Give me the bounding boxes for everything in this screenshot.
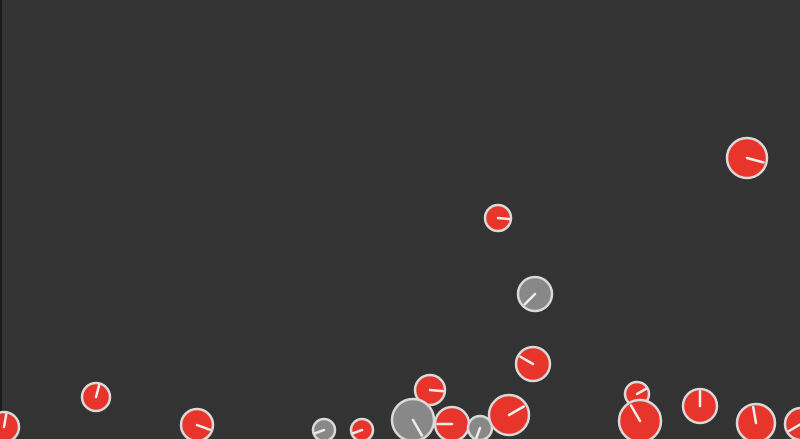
ball-rotation-indicator xyxy=(496,216,511,221)
red-ball xyxy=(783,406,800,439)
ball-rotation-indicator xyxy=(507,405,525,417)
red-ball xyxy=(483,203,513,233)
ball-body xyxy=(783,406,800,439)
red-ball xyxy=(349,417,375,439)
red-ball xyxy=(413,373,447,407)
red-ball xyxy=(179,407,215,439)
red-ball xyxy=(0,410,21,439)
red-ball xyxy=(725,136,769,180)
gray-ball xyxy=(516,275,554,313)
ball-rotation-indicator xyxy=(428,388,444,393)
ball-rotation-indicator xyxy=(351,428,364,435)
ball-rotation-indicator xyxy=(635,387,648,396)
red-ball xyxy=(514,345,552,383)
ball-rotation-indicator xyxy=(94,384,101,399)
ball-rotation-indicator xyxy=(195,423,212,431)
ball-rotation-indicator xyxy=(411,418,424,437)
ball-rotation-indicator xyxy=(787,423,800,433)
red-ball xyxy=(735,402,777,439)
red-ball xyxy=(487,393,531,437)
red-ball xyxy=(617,398,663,439)
ball-rotation-indicator xyxy=(475,426,482,439)
canvas-left-border xyxy=(0,0,2,439)
ball-rotation-indicator xyxy=(751,405,758,425)
ball-rotation-indicator xyxy=(745,156,765,164)
red-ball xyxy=(681,387,719,425)
ball-body xyxy=(0,410,21,439)
ball-rotation-indicator xyxy=(523,292,537,306)
gray-ball xyxy=(466,414,494,439)
ball-rotation-indicator xyxy=(2,413,8,429)
red-ball xyxy=(433,405,471,439)
red-ball xyxy=(80,381,112,413)
ball-rotation-indicator xyxy=(519,355,535,366)
ball-rotation-indicator xyxy=(629,404,642,423)
ball-rotation-indicator xyxy=(313,428,326,435)
gray-ball xyxy=(390,397,436,439)
gray-ball xyxy=(311,417,337,439)
